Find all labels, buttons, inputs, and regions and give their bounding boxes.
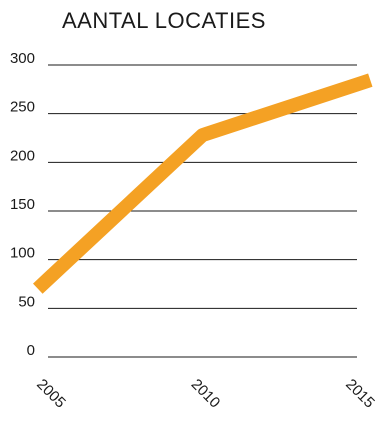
y-tick-label: 150	[10, 196, 35, 213]
series-line-0	[33, 73, 373, 294]
y-tick-label: 0	[27, 342, 35, 359]
y-tick-label: 50	[18, 293, 35, 310]
y-tick-label: 100	[10, 245, 35, 262]
gridlines	[48, 64, 357, 358]
x-tick-label: 2010	[188, 376, 224, 412]
y-axis-tick-labels: 300 250 200 150 100 50 0	[10, 50, 35, 359]
x-tick-label: 2005	[33, 376, 69, 412]
series-layer	[33, 73, 373, 294]
y-tick-label: 300	[10, 50, 35, 67]
x-axis-tick-labels: 2005 2010 2015	[33, 376, 378, 412]
x-tick-label: 2015	[342, 376, 378, 412]
y-tick-label: 200	[10, 147, 35, 164]
y-tick-label: 250	[10, 99, 35, 116]
chart-title: AANTAL LOCATIES	[62, 8, 266, 33]
